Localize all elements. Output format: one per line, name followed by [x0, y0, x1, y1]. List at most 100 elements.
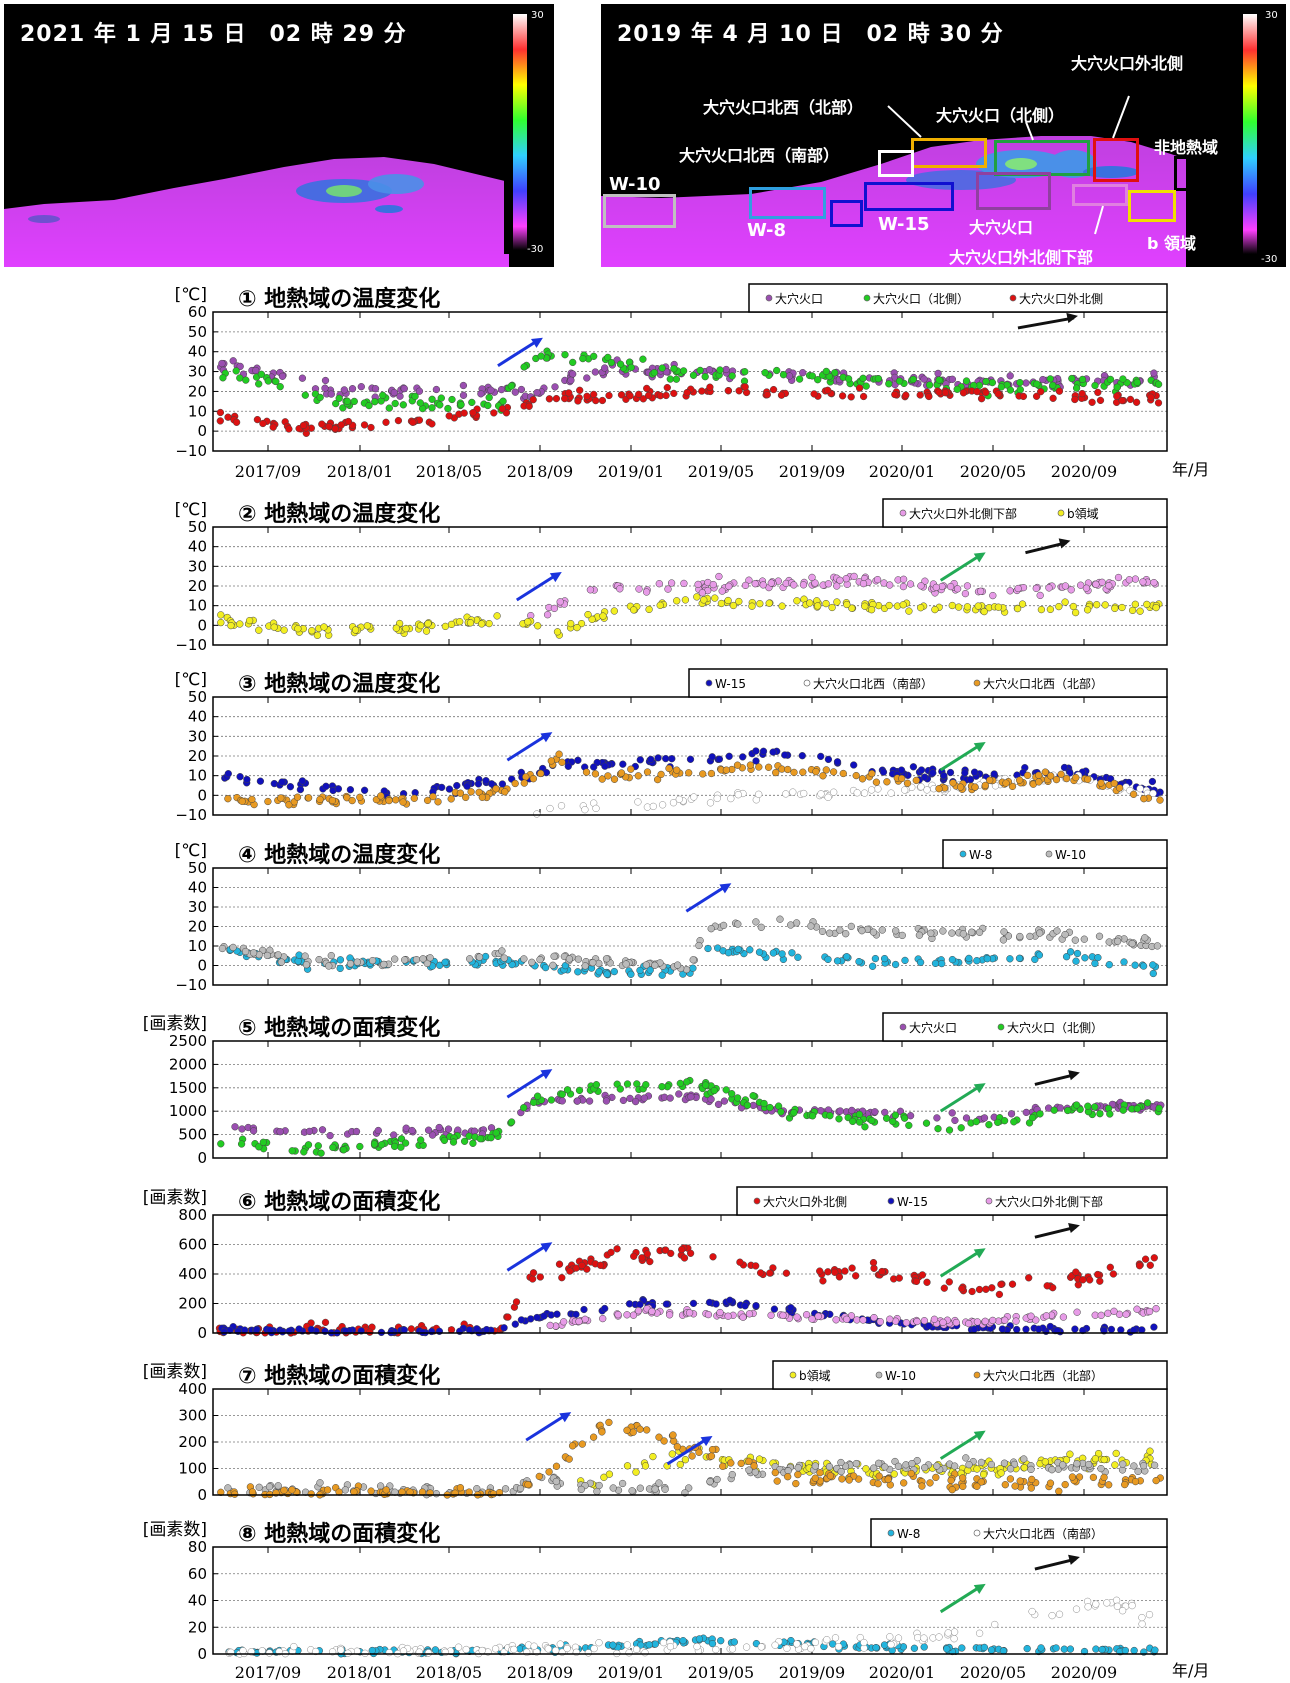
legend-marker [899, 509, 907, 517]
data-point [704, 944, 712, 953]
data-point [842, 575, 850, 583]
data-point [401, 956, 409, 964]
data-point [990, 770, 998, 778]
data-point [473, 1325, 481, 1333]
trend-arrow-head [540, 1242, 553, 1253]
data-point [982, 1285, 990, 1293]
data-point [662, 754, 670, 763]
data-point [824, 1268, 832, 1276]
region-box-non-geothermal [1174, 156, 1232, 191]
data-point [943, 1645, 951, 1653]
y-tick-label: 2500 [169, 1032, 207, 1050]
data-point [591, 368, 599, 376]
data-point [895, 1274, 903, 1282]
data-point [1150, 1461, 1159, 1469]
data-point [392, 796, 400, 804]
legend-marker [765, 294, 773, 302]
data-point [764, 763, 773, 771]
data-point [318, 1126, 327, 1134]
trend-arrow [1025, 541, 1067, 555]
trend-arrow-head [1058, 538, 1071, 549]
legend-marker [875, 1371, 883, 1379]
data-point [1105, 582, 1113, 590]
data-point [769, 385, 778, 394]
data-point [900, 1479, 908, 1487]
data-point [735, 387, 743, 395]
data-point [537, 769, 545, 778]
data-point [1106, 1263, 1114, 1271]
data-point [569, 370, 577, 378]
data-point [959, 389, 968, 397]
y-tick-label: 40 [188, 708, 207, 726]
data-point [837, 1458, 845, 1467]
data-point [1133, 1305, 1141, 1313]
data-point [833, 598, 841, 606]
data-point [841, 1267, 849, 1275]
data-point [592, 804, 600, 813]
data-point [1146, 1447, 1154, 1455]
data-point [716, 1308, 724, 1317]
data-point [824, 580, 833, 588]
data-point [701, 373, 709, 381]
data-point [1096, 1110, 1104, 1118]
data-point [859, 392, 868, 401]
data-point [370, 1140, 379, 1148]
data-point [715, 572, 723, 581]
data-point [1006, 955, 1014, 963]
data-point [790, 581, 798, 589]
data-point [1150, 578, 1158, 587]
data-point [970, 768, 979, 776]
data-point [658, 801, 667, 809]
data-point [844, 375, 853, 383]
data-point [1027, 1465, 1035, 1474]
data-point [609, 1484, 617, 1492]
data-point [424, 1649, 433, 1657]
data-point [1033, 380, 1041, 388]
data-point [534, 622, 542, 630]
data-point [917, 766, 926, 774]
data-point [545, 1468, 553, 1476]
data-point [1118, 396, 1126, 405]
data-point [702, 1081, 710, 1089]
data-point [757, 923, 765, 931]
data-point [533, 810, 541, 818]
data-point [973, 1465, 981, 1473]
data-point [511, 388, 519, 396]
chart-title: ④ 地熱域の温度変化 [238, 842, 440, 868]
series-5-1 [217, 1076, 1163, 1157]
data-point [982, 377, 990, 386]
y-tick-label: 300 [178, 1407, 207, 1425]
data-point [1068, 1473, 1077, 1481]
data-point [558, 758, 566, 766]
data-point [216, 408, 225, 417]
data-point [1136, 607, 1144, 615]
data-point [743, 1101, 752, 1109]
data-point [828, 603, 836, 612]
data-point [979, 1470, 988, 1479]
data-point [891, 960, 900, 969]
legend-label: 大穴火口（北側） [873, 291, 969, 306]
region-label-b: b 領域 [1147, 234, 1197, 253]
data-point [784, 765, 792, 774]
data-point [645, 1641, 653, 1649]
data-point [339, 404, 347, 412]
data-point [583, 392, 591, 400]
data-point [616, 585, 624, 593]
data-point [1152, 603, 1160, 612]
data-point [1113, 392, 1121, 400]
x-tick-label: 2018/05 [416, 462, 482, 481]
data-point [867, 786, 876, 794]
legend-marker [973, 1371, 981, 1379]
data-point [946, 768, 955, 777]
data-point [391, 955, 399, 963]
data-point [1000, 1117, 1009, 1125]
data-point [829, 768, 838, 776]
data-point [1073, 1460, 1081, 1468]
data-point [713, 1475, 721, 1484]
trend-arrow-head [1068, 1222, 1080, 1234]
data-point [529, 1269, 538, 1277]
data-point [243, 775, 251, 784]
data-point [492, 785, 500, 793]
data-point [789, 788, 797, 796]
data-point [1011, 1482, 1019, 1490]
